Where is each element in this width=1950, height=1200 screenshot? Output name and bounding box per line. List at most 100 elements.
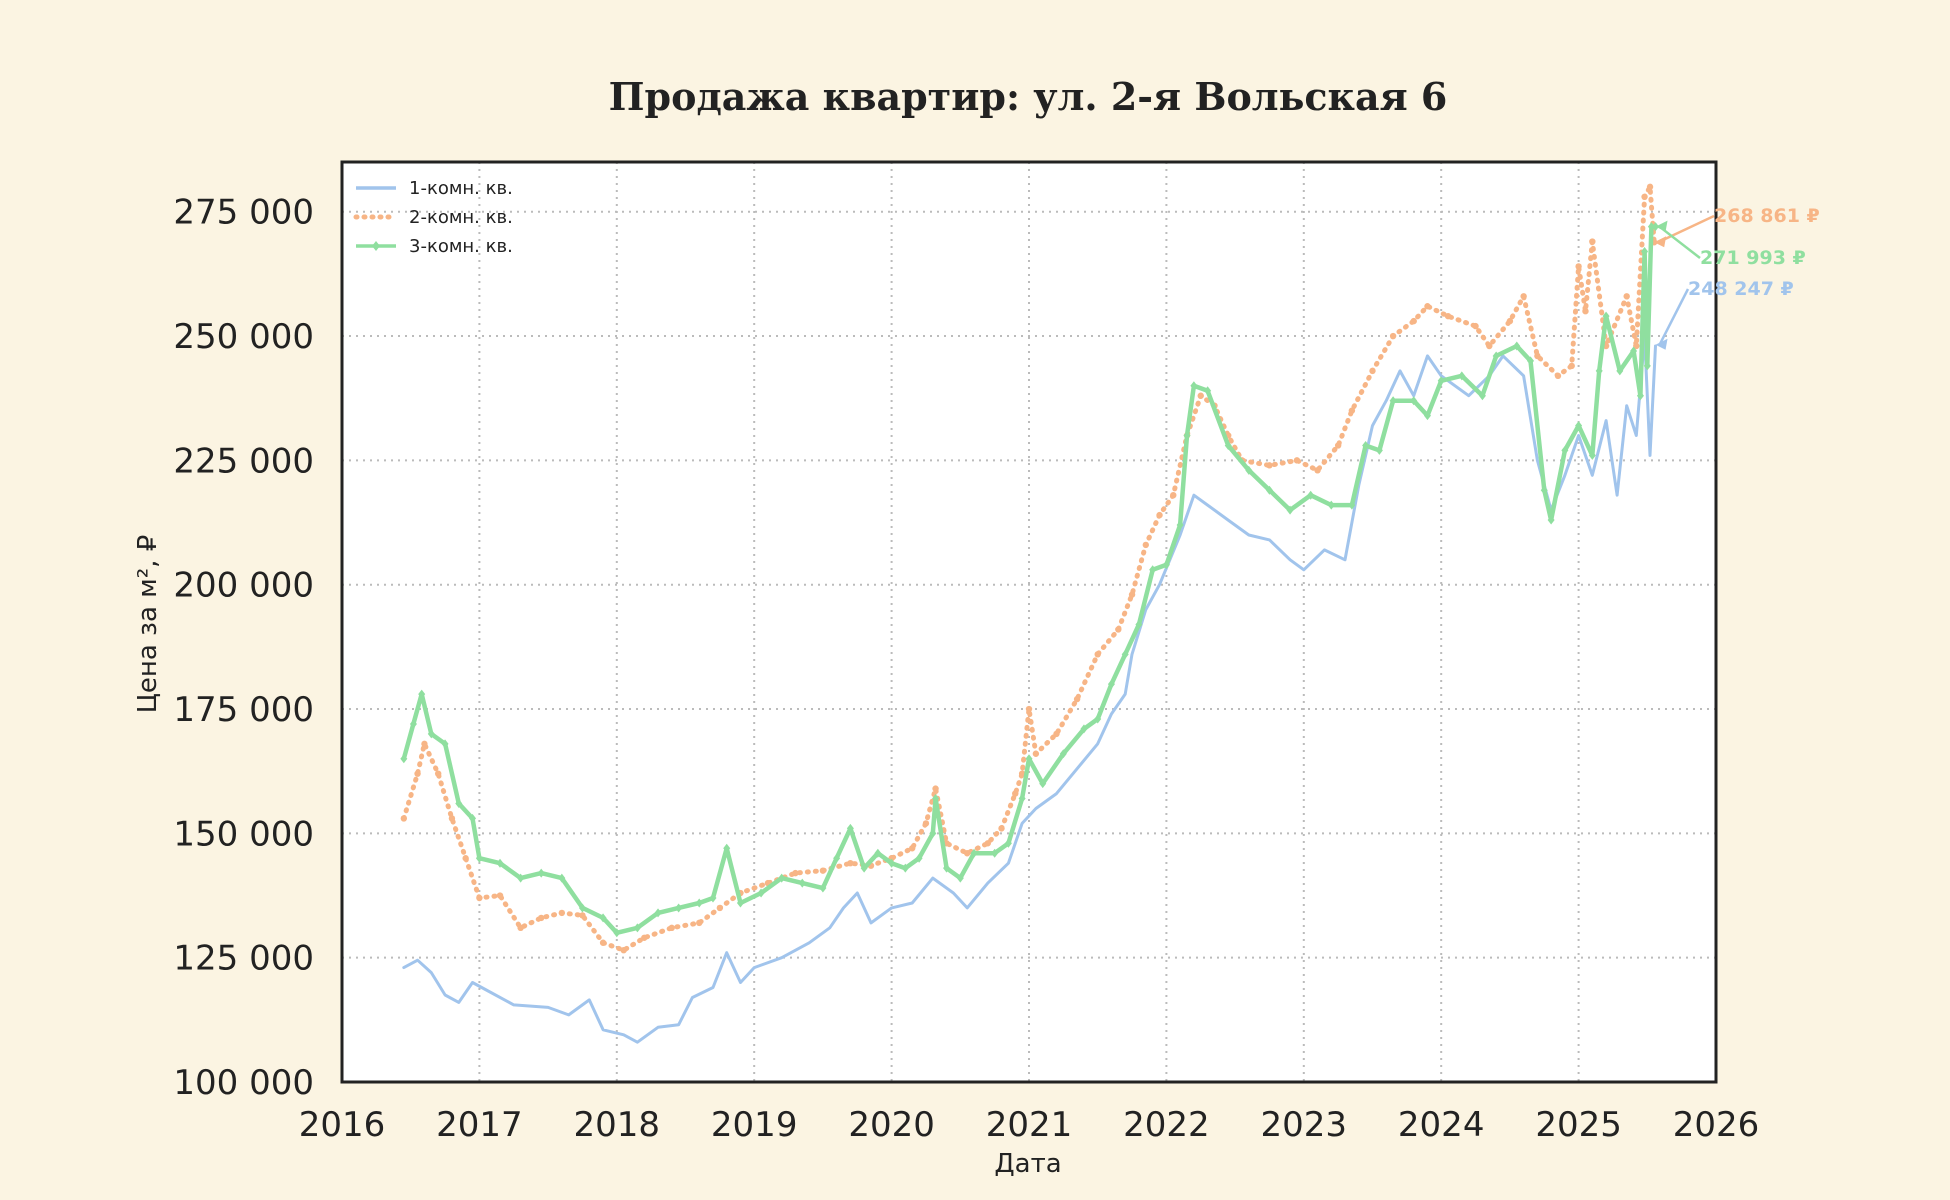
series-point-3 [1362, 440, 1370, 450]
annotation-arrow [1658, 288, 1690, 346]
plot-area [342, 162, 1716, 1082]
series-point-3 [1224, 440, 1232, 450]
legend-label: 3-комн. кв. [409, 236, 513, 257]
series-lines [400, 183, 1660, 1044]
y-tick-label: 200 000 [173, 566, 314, 606]
y-tick-label: 125 000 [173, 939, 314, 979]
series-point-3 [1492, 351, 1500, 361]
series-point-3 [613, 928, 621, 938]
y-tick-label: 175 000 [173, 690, 314, 730]
series-point-3 [1190, 381, 1198, 391]
series-point-3 [1327, 500, 1335, 510]
series-point-2 [421, 740, 428, 748]
series-point-3 [496, 858, 504, 868]
series-point-3 [1643, 361, 1651, 371]
series-point-2 [1633, 342, 1640, 350]
series-point-3 [915, 853, 923, 863]
series-point-3 [1162, 560, 1170, 570]
series-point-3 [1348, 500, 1356, 510]
series-point-3 [418, 689, 426, 699]
series-point-3 [709, 893, 717, 903]
series-point-2 [1568, 362, 1575, 370]
series-point-3 [1176, 520, 1184, 530]
x-tick-label: 2018 [574, 1105, 661, 1145]
series-point-2 [1520, 293, 1527, 300]
series-point-3 [1004, 838, 1012, 848]
series-point-3 [469, 813, 477, 823]
series-point-2 [620, 947, 627, 954]
series-point-3 [695, 898, 703, 908]
series-point-3 [1135, 619, 1143, 629]
series-point-3 [558, 873, 566, 883]
series-point-2 [1128, 591, 1136, 598]
series-point-3 [578, 903, 586, 913]
series-point-3 [400, 754, 408, 764]
series-point-3 [654, 908, 662, 918]
series-point-3 [537, 868, 545, 878]
series-point-3 [819, 883, 827, 893]
legend-label: 1-комн. кв. [409, 178, 513, 199]
series-point-2 [909, 845, 916, 852]
series-point-3 [956, 873, 964, 883]
series-point-3 [1636, 391, 1644, 401]
series-point-3 [1307, 490, 1315, 500]
series-point-2 [716, 904, 724, 912]
annotation-label: 268 861 ₽ [1714, 205, 1820, 227]
series-point-3 [1423, 411, 1431, 421]
series-point-3 [1039, 779, 1047, 789]
series-point-3 [1410, 396, 1418, 406]
series-point-2 [641, 934, 648, 941]
series-point-2 [1094, 651, 1101, 658]
series-point-3 [1265, 485, 1273, 495]
series-point-3 [475, 853, 483, 863]
series-point-2 [1012, 790, 1019, 797]
series-point-3 [1121, 649, 1129, 659]
series-point-2 [1589, 238, 1596, 245]
series-point-2 [414, 770, 421, 777]
legend: 1-комн. кв. 2-комн. кв. 3-комн. кв. [353, 178, 513, 257]
series-point-3 [874, 848, 882, 858]
series-point-3 [1204, 386, 1212, 396]
series-point-2 [1053, 730, 1060, 738]
series-point-2 [400, 815, 408, 822]
series-point-3 [1641, 247, 1649, 257]
series-point-3 [929, 828, 937, 838]
x-tick-label: 2022 [1123, 1105, 1210, 1145]
series-point-3 [970, 848, 978, 858]
series-point-3 [1547, 515, 1555, 525]
series-point-2 [1641, 193, 1648, 201]
series-point-3 [1286, 505, 1294, 515]
series-point-2 [1506, 317, 1514, 325]
y-tick-label: 250 000 [173, 317, 314, 357]
series-point-3 [1149, 565, 1157, 575]
series-point-3 [1025, 754, 1033, 764]
series-point-2 [1389, 332, 1397, 340]
annotation-arrow-head [1655, 220, 1668, 232]
plot-frame [340, 160, 1718, 1084]
chart-title: Продажа квартир: ул. 2-я Вольская 6 [609, 74, 1448, 119]
series-point-2 [1410, 317, 1417, 325]
series-point-3 [1630, 346, 1638, 356]
series-point-3 [1513, 341, 1521, 351]
x-tick-label: 2020 [848, 1105, 935, 1145]
series-point-2 [434, 770, 442, 777]
series-line-1 [402, 334, 1657, 1044]
series-point-3 [778, 873, 786, 883]
series-point-3 [1375, 445, 1383, 455]
series-point-2 [1486, 342, 1493, 350]
x-tick-label: 2024 [1398, 1105, 1485, 1145]
series-point-2 [1018, 770, 1026, 777]
series-point-3 [409, 719, 417, 729]
series-point-3 [860, 863, 868, 873]
series-point-2 [1266, 462, 1273, 469]
series-point-3 [798, 878, 806, 888]
y-tick-label: 275 000 [173, 193, 314, 233]
series-point-3 [1107, 679, 1115, 689]
series-point-3 [932, 794, 940, 804]
x-tick-label: 2026 [1673, 1105, 1760, 1145]
x-tick-label: 2025 [1535, 1105, 1622, 1145]
series-point-3 [1647, 222, 1655, 232]
series-point-2 [1554, 372, 1562, 380]
series-point-2 [1534, 352, 1541, 360]
series-point-2 [476, 894, 483, 902]
